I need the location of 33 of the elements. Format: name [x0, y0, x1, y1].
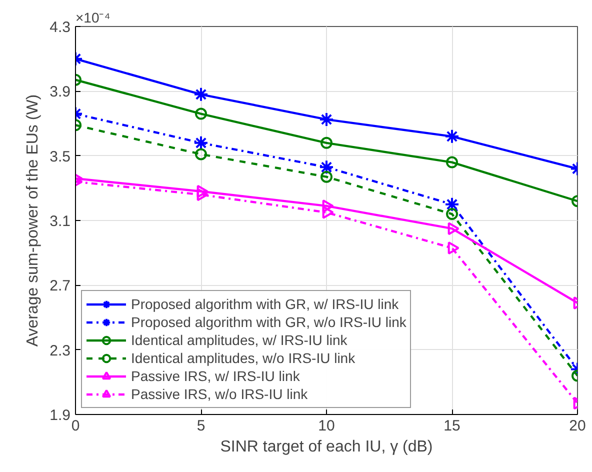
point [446, 208, 458, 220]
point [444, 128, 460, 144]
x-tick-label: 5 [196, 418, 206, 434]
text: ×10⁻⁴ [76, 10, 110, 26]
y-axis-title: Average sum-power of the EUs (W) [24, 94, 42, 347]
x-tick-label: 20 [569, 418, 586, 434]
y-tick-label: 2.3 [50, 342, 71, 360]
y-tick-label: 3.1 [50, 213, 71, 230]
point [196, 184, 208, 198]
y-tick-label: 1.9 [50, 407, 71, 424]
point [322, 199, 334, 212]
legend-label: Proposed algorithm with GR, w/ IRS-IU link [131, 295, 399, 313]
x-axis-title: SINR target of each IU, γ (dB) [220, 438, 433, 456]
point [320, 136, 332, 149]
legend-label: Passive IRS, w/o IRS-IU link [131, 385, 308, 403]
point [446, 156, 458, 168]
point [196, 188, 208, 202]
legend-label: Passive IRS, w/ IRS-IU link [131, 367, 300, 385]
legend-label: Identical amplitudes, w/ IRS-IU link [131, 331, 348, 349]
y-tick-label: 3.9 [50, 84, 71, 101]
point [319, 112, 334, 127]
y-tick-label: 3.5 [50, 148, 71, 166]
point [444, 196, 460, 212]
point [319, 160, 334, 175]
y-tick-label: 4.3 [50, 19, 71, 36]
legend-label: Identical amplitudes, w/o IRS-IU link [131, 349, 356, 367]
y-tick-label: 2.7 [50, 278, 71, 295]
x-tick-label: 15 [444, 418, 460, 434]
point [322, 206, 334, 219]
x-tick-label: 10 [318, 418, 335, 434]
x-tick-label: 0 [71, 418, 80, 434]
legend-label: Proposed algorithm with GR, w/o IRS-IU link [131, 313, 406, 331]
point [320, 170, 332, 183]
